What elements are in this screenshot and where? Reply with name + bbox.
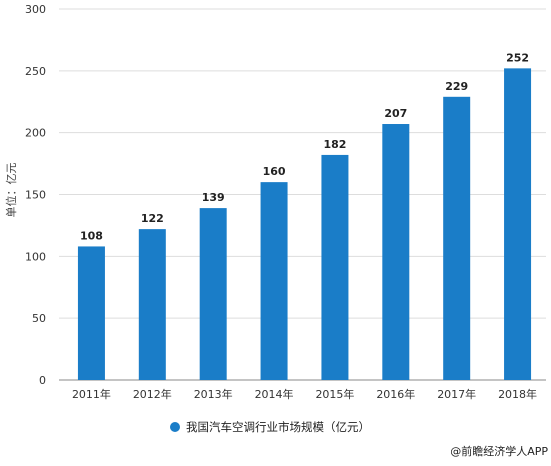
data-label: 108 <box>80 229 103 242</box>
x-tick-label: 2013年 <box>194 387 233 401</box>
x-tick-label: 2017年 <box>437 387 476 401</box>
bar <box>504 68 532 381</box>
x-tick-label: 2015年 <box>315 387 354 401</box>
y-tick-label: 250 <box>25 65 46 78</box>
y-axis-tick-labels: 0 50 100 150 200 250 300 <box>25 3 46 387</box>
data-label: 207 <box>384 107 407 120</box>
x-axis-tick-labels: 2011年 2012年 2013年 2014年 2015年 2016年 2017年 2018年 <box>72 387 537 401</box>
credit-watermark: @前瞻经济学人APP <box>450 444 548 458</box>
data-labels: 108 122 139 160 182 207 229 252 <box>80 51 529 242</box>
y-tick-label: 50 <box>32 312 46 325</box>
bar <box>77 246 105 380</box>
x-tick-label: 2018年 <box>498 387 537 401</box>
x-tick-label: 2014年 <box>255 387 294 401</box>
y-axis-title: 单位：亿元 <box>4 163 18 218</box>
bar <box>260 182 288 380</box>
data-label: 139 <box>202 191 225 204</box>
y-tick-label: 200 <box>25 127 46 140</box>
bars <box>77 68 532 381</box>
legend-marker <box>170 422 180 432</box>
data-label: 160 <box>263 165 286 178</box>
legend-label: 我国汽车空调行业市场规模（亿元） <box>186 420 370 434</box>
gridlines <box>59 8 546 381</box>
data-label: 122 <box>141 212 164 225</box>
x-tick-label: 2011年 <box>72 387 111 401</box>
x-tick-label: 2016年 <box>376 387 415 401</box>
y-tick-label: 0 <box>39 374 46 387</box>
bar <box>138 229 166 380</box>
data-label: 229 <box>445 80 468 93</box>
bar <box>321 154 349 380</box>
y-tick-label: 100 <box>25 250 46 263</box>
bar <box>199 208 227 380</box>
y-tick-label: 300 <box>25 3 46 16</box>
bar <box>443 96 471 380</box>
bar <box>382 124 410 380</box>
y-tick-label: 150 <box>25 189 46 202</box>
data-label: 252 <box>506 51 529 64</box>
data-label: 182 <box>323 138 346 151</box>
x-tick-label: 2012年 <box>133 387 172 401</box>
legend: 我国汽车空调行业市场规模（亿元） <box>170 420 370 434</box>
